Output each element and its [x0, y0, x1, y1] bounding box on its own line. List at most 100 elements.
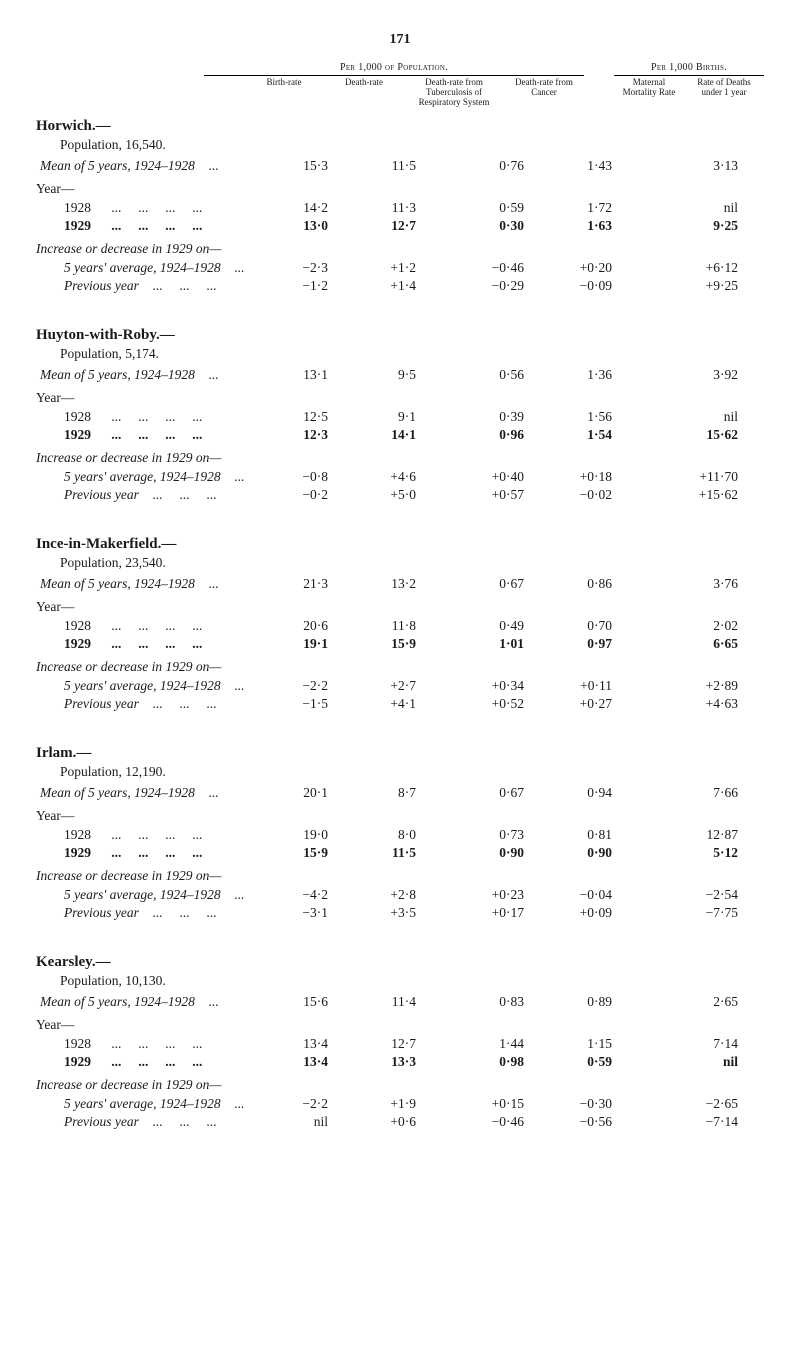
year-table: 1928 ... ... ... ... 20·6 11·8 0·49 0·70… — [36, 617, 800, 653]
cell: +16 — [742, 677, 800, 695]
cell: −0·8 — [244, 468, 332, 486]
cell: 9·25 — [654, 217, 742, 235]
cell: 13·4 — [244, 1035, 332, 1053]
cell: +6·12 — [654, 259, 742, 277]
row-1929: 1929 ... ... ... ... 13·0 12·7 0·30 1·63… — [36, 217, 800, 235]
cell: +12 — [742, 1095, 800, 1113]
col-tb-rate: Death-rate from Tuberculosis of Respirat… — [404, 76, 504, 108]
cell: −0·29 — [420, 277, 528, 295]
cell: 11·5 — [332, 844, 420, 862]
cell: −4·2 — [244, 886, 332, 904]
cell: 0·97 — [528, 635, 616, 653]
cell: −7·14 — [654, 1113, 742, 1131]
column-headers: Birth-rate Death-rate Death-rate from Tu… — [36, 76, 764, 108]
cell: 0·96 — [420, 426, 528, 444]
cell: 15·3 — [244, 157, 332, 175]
row-1928: 1928 ... ... ... ... 20·6 11·8 0·49 0·70… — [36, 617, 800, 635]
cell: 1·36 — [528, 366, 616, 384]
cell: +0·6 — [332, 1113, 420, 1131]
cell: +4·63 — [654, 695, 742, 713]
mean-row: Mean of 5 years, 1924–1928 ... 20·1 8·7 … — [36, 784, 800, 802]
cell: 68 — [742, 157, 800, 175]
cell: 0·89 — [528, 993, 616, 1011]
row-1928: 1928 ... ... ... ... 19·0 8·0 0·73 0·81 … — [36, 826, 800, 844]
cell: nil — [654, 199, 742, 217]
col-infant-rate: Rate of Deaths under 1 year — [684, 76, 764, 108]
cell: 0·67 — [420, 575, 528, 593]
inc-table: 5 years' average, 1924–1928 ... −2·2 +2·… — [36, 677, 800, 713]
cell: +0·57 — [420, 486, 528, 504]
cell: +1·2 — [332, 259, 420, 277]
cell: +2·89 — [654, 677, 742, 695]
cell: 0·76 — [420, 157, 528, 175]
location-name: Huyton-with-Roby.— — [36, 327, 764, 344]
cell: −1·2 — [244, 277, 332, 295]
year-heading: Year— — [36, 181, 764, 197]
cell: 1·01 — [420, 635, 528, 653]
cell: 2·02 — [654, 617, 742, 635]
cell: 5·12 — [654, 844, 742, 862]
cell: 38 — [742, 826, 800, 844]
cell: 7·66 — [654, 784, 742, 802]
row-label: 1928 ... ... ... ... — [36, 1035, 244, 1053]
row-label: 5 years' average, 1924–1928 ... — [36, 677, 244, 695]
cell: 9·5 — [332, 366, 420, 384]
inc-heading: Increase or decrease in 1929 on— — [36, 241, 764, 257]
cell: nil — [654, 408, 742, 426]
cell: 0·56 — [420, 366, 528, 384]
cell: 19·1 — [244, 635, 332, 653]
cell: 1·54 — [528, 426, 616, 444]
cell: −0·04 — [528, 886, 616, 904]
row-prev: Previous year ... ... ... −1·5 +4·1 +0·5… — [36, 695, 800, 713]
cell: +1·9 — [332, 1095, 420, 1113]
cell: 0·81 — [528, 826, 616, 844]
cell: 3·76 — [654, 575, 742, 593]
cell: −0·02 — [528, 486, 616, 504]
cell: 1·43 — [528, 157, 616, 175]
mean-row: Mean of 5 years, 1924–1928 ... 13·1 9·5 … — [36, 366, 800, 384]
cell: 111 — [742, 217, 800, 235]
cell: 76 — [742, 844, 800, 862]
cell: −2·65 — [654, 1095, 742, 1113]
inc-heading: Increase or decrease in 1929 on— — [36, 868, 764, 884]
row-label: 1928 ... ... ... ... — [36, 826, 244, 844]
cell: −0·30 — [528, 1095, 616, 1113]
row-label: 1929 ... ... ... ... — [36, 1053, 244, 1071]
cell: 68 — [742, 993, 800, 1011]
data-table: Mean of 5 years, 1924–1928 ... 20·1 8·7 … — [36, 784, 800, 802]
location-name: Kearsley.— — [36, 954, 764, 971]
cell: −1·5 — [244, 695, 332, 713]
cell: +3·5 — [332, 904, 420, 922]
year-table: 1928 ... ... ... ... 12·5 9·1 0·39 1·56 … — [36, 408, 800, 444]
top-headings-row: Per 1,000 of Population. Per 1,000 Birth… — [36, 62, 764, 73]
cell: 15·9 — [244, 844, 332, 862]
cell: 0·49 — [420, 617, 528, 635]
cell: 0·59 — [528, 1053, 616, 1071]
cell: 13·1 — [244, 366, 332, 384]
cell: +4·1 — [332, 695, 420, 713]
inc-heading: Increase or decrease in 1929 on— — [36, 659, 764, 675]
cell: 0·70 — [528, 617, 616, 635]
row-label: 1929 ... ... ... ... — [36, 844, 244, 862]
cell: 20·1 — [244, 784, 332, 802]
row-label: Previous year ... ... ... — [36, 1113, 244, 1131]
cell: 0·73 — [420, 826, 528, 844]
cell: 0·59 — [420, 199, 528, 217]
cell: 6·65 — [654, 635, 742, 653]
cell: 12·3 — [244, 426, 332, 444]
row-1929: 1929 ... ... ... ... 13·4 13·3 0·98 0·59… — [36, 1053, 800, 1071]
cell: +9·25 — [654, 277, 742, 295]
cell: 15·6 — [244, 993, 332, 1011]
cell: +0·27 — [528, 695, 616, 713]
year-heading: Year— — [36, 1017, 764, 1033]
row-avg5: 5 years' average, 1924–1928 ... −2·2 +2·… — [36, 677, 800, 695]
row-label: Previous year ... ... ... — [36, 904, 244, 922]
cell: +0·11 — [528, 677, 616, 695]
cell: 0·90 — [420, 844, 528, 862]
cell: 137 — [742, 635, 800, 653]
row-prev: Previous year ... ... ... −0·2 +5·0 +0·5… — [36, 486, 800, 504]
population-line: Population, 16,540. — [36, 137, 764, 153]
cell: 121 — [742, 575, 800, 593]
row-label: 1928 ... ... ... ... — [36, 199, 244, 217]
row-avg5: 5 years' average, 1924–1928 ... −0·8 +4·… — [36, 468, 800, 486]
